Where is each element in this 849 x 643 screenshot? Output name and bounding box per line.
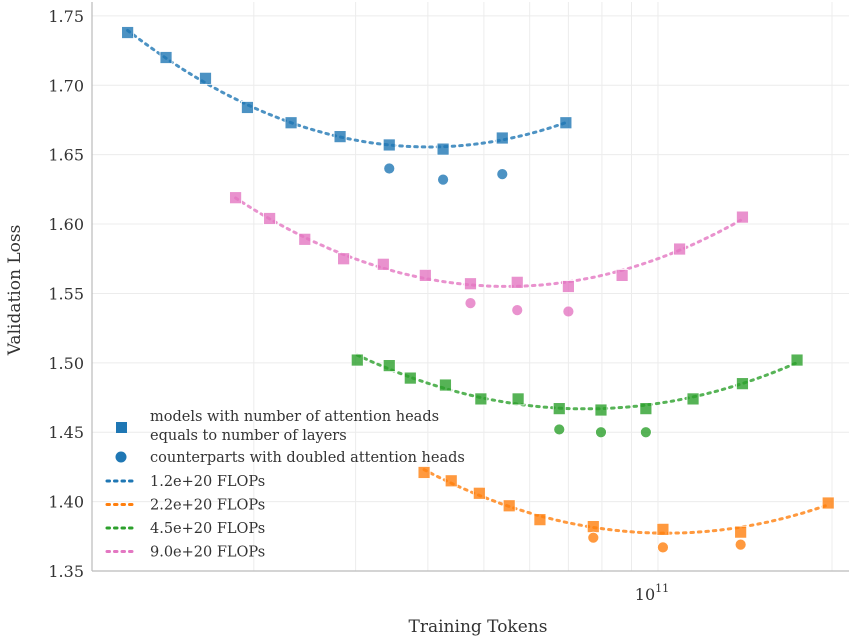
square-point [263, 212, 277, 225]
square-point [673, 242, 686, 256]
square-point [284, 116, 298, 130]
square-point [594, 403, 608, 417]
square-point [790, 353, 804, 367]
fit-curve [355, 353, 799, 411]
square-point [561, 280, 575, 293]
legend-label: 4.5e+20 FLOPs [150, 521, 265, 537]
legend-label: equals to number of layers [150, 428, 347, 444]
circle-point [562, 305, 575, 318]
legend-label: 9.0e+20 FLOPs [150, 545, 265, 561]
y-tick-label: 1.50 [48, 354, 84, 373]
square-point [734, 525, 748, 539]
circle-point [595, 426, 607, 439]
square-point [159, 51, 173, 64]
square-point [229, 191, 242, 205]
circle-point [734, 538, 747, 551]
circle-point [496, 168, 509, 180]
square-point [552, 402, 566, 416]
circle-point [553, 423, 566, 436]
square-point [474, 392, 488, 406]
y-tick-label: 1.70 [48, 76, 84, 95]
square-point [472, 486, 486, 500]
y-axis-label: Validation Loss [5, 225, 25, 357]
square-point [333, 130, 347, 144]
circle-point [383, 162, 396, 175]
circle-point [657, 541, 669, 554]
square-point [444, 474, 458, 488]
circle-point [464, 297, 477, 310]
x-axis-label: Training Tokens [409, 617, 548, 637]
square-point [298, 232, 312, 246]
circle-point [587, 531, 600, 544]
square-point [615, 268, 629, 282]
square-point [121, 26, 135, 39]
square-point [199, 71, 212, 85]
square-point [439, 378, 452, 392]
legend-square-marker [116, 422, 127, 433]
square-point [436, 142, 450, 156]
square-point [241, 101, 254, 114]
square-point [337, 252, 351, 266]
square-point [464, 277, 477, 291]
fit-curve [234, 196, 744, 288]
square-point [495, 131, 509, 145]
square-point [686, 392, 700, 406]
data-points [121, 26, 835, 554]
legend: models with number of attention heads equ… [105, 409, 465, 561]
square-point [382, 359, 396, 373]
y-tick-label: 1.35 [48, 562, 84, 581]
square-point [502, 499, 516, 513]
circle-point [437, 173, 449, 186]
y-tick-label: 1.55 [48, 284, 84, 303]
square-point [382, 138, 396, 152]
square-point [736, 210, 749, 224]
legend-label: models with number of attention heads [150, 409, 439, 425]
square-point [418, 268, 432, 282]
square-point [533, 513, 547, 527]
square-point [639, 402, 653, 416]
square-point [350, 353, 364, 367]
y-tick-label: 1.60 [48, 215, 84, 234]
circle-point [511, 304, 524, 316]
square-point [403, 371, 417, 385]
square-point [376, 257, 390, 271]
circle-point [639, 426, 652, 439]
square-point [586, 520, 600, 533]
square-point [559, 116, 573, 130]
fit-curves [126, 28, 830, 535]
axes: 1.35 1.40 1.45 1.50 1.55 1.60 1.65 1.70 1.75 1011 [48, 2, 849, 604]
y-tick-label: 1.75 [48, 7, 84, 26]
square-point [736, 377, 749, 391]
y-tick-label: 1.45 [48, 423, 84, 442]
fit-curve [422, 468, 830, 535]
y-tick-label: 1.65 [48, 146, 84, 165]
x-tick-label: 1011 [635, 582, 669, 604]
legend-circle-marker [115, 451, 127, 463]
legend-label: 2.2e+20 FLOPs [150, 498, 265, 514]
legend-label: 1.2e+20 FLOPs [150, 474, 265, 490]
fit-curve [126, 28, 568, 149]
square-point [417, 466, 431, 479]
square-point [510, 275, 524, 289]
square-point [656, 522, 670, 536]
square-point [511, 392, 525, 406]
y-tick-label: 1.40 [48, 493, 84, 512]
legend-label: counterparts with doubled attention head… [150, 450, 465, 466]
square-point [821, 496, 835, 510]
